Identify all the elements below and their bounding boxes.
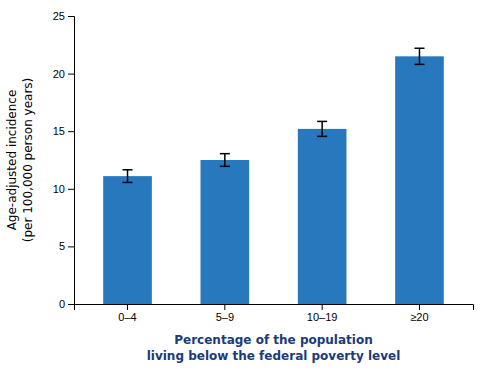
y-tick-mark xyxy=(68,246,74,247)
x-tick-label: ≥20 xyxy=(410,311,428,323)
error-line xyxy=(127,170,129,183)
y-tick: 5 xyxy=(59,240,74,252)
error-line xyxy=(419,48,421,64)
y-tick: 25 xyxy=(53,10,74,22)
bar xyxy=(103,176,152,304)
error-cap xyxy=(317,121,327,123)
error-cap xyxy=(220,153,230,155)
y-tick-mark xyxy=(68,16,74,17)
y-tick-mark xyxy=(68,74,74,75)
y-tick-label: 15 xyxy=(53,125,65,137)
x-tick: ≥20 xyxy=(410,304,428,323)
x-axis: 0–4 5–9 10–19 ≥20 xyxy=(75,304,474,323)
error-bar xyxy=(123,170,133,183)
x-tick-mark xyxy=(419,304,420,310)
x-tick: 0–4 xyxy=(118,304,136,323)
x-tick-mark xyxy=(127,304,128,310)
x-tick-label: 5–9 xyxy=(216,311,234,323)
x-tick-label: 10–19 xyxy=(307,311,338,323)
x-tick: 10–19 xyxy=(307,304,338,323)
x-tick-mark xyxy=(322,304,323,310)
y-tick-label: 0 xyxy=(59,298,65,310)
error-bar xyxy=(317,121,327,136)
y-tick-label: 10 xyxy=(53,183,65,195)
error-cap xyxy=(123,169,133,171)
x-tick-mark xyxy=(224,304,225,310)
y-axis-line xyxy=(68,17,75,305)
y-tick: 0 xyxy=(59,298,74,310)
x-axis-title: living below the federal poverty level xyxy=(147,349,401,363)
chart: 0–4 5–9 10–19 ≥20 0 5 10 15 20 25 Percentage of th… xyxy=(0,0,493,382)
y-tick-mark xyxy=(68,131,74,132)
error-bar xyxy=(220,154,230,167)
x-axis-line xyxy=(75,305,474,311)
y-tick: 15 xyxy=(53,125,74,137)
bar xyxy=(395,56,444,304)
bar xyxy=(298,129,347,304)
error-cap xyxy=(414,64,424,66)
y-tick-label: 25 xyxy=(53,10,65,22)
y-tick-mark xyxy=(68,189,74,190)
y-tick-label: 20 xyxy=(53,68,65,80)
error-cap xyxy=(220,166,230,168)
y-axis: 0 5 10 15 20 25 xyxy=(53,10,75,310)
error-line xyxy=(224,154,226,167)
error-bar xyxy=(414,48,424,64)
x-tick-label: 0–4 xyxy=(118,311,136,323)
error-line xyxy=(321,121,323,136)
y-tick: 10 xyxy=(53,183,74,195)
plot: 0–4 5–9 10–19 ≥20 0 5 10 15 20 25 xyxy=(53,10,474,323)
x-tick: 5–9 xyxy=(216,304,234,323)
y-tick-mark xyxy=(68,304,74,305)
y-tick: 20 xyxy=(53,68,74,80)
y-axis-title: (per 100,000 person years) xyxy=(21,78,35,243)
bar xyxy=(201,160,250,304)
error-cap xyxy=(414,48,424,50)
y-axis-title: Age-adjusted incidence xyxy=(5,90,19,231)
y-tick-label: 5 xyxy=(59,240,65,252)
error-cap xyxy=(123,182,133,184)
error-cap xyxy=(317,136,327,138)
bars xyxy=(103,48,444,304)
x-axis-title: Percentage of the population xyxy=(174,333,372,347)
